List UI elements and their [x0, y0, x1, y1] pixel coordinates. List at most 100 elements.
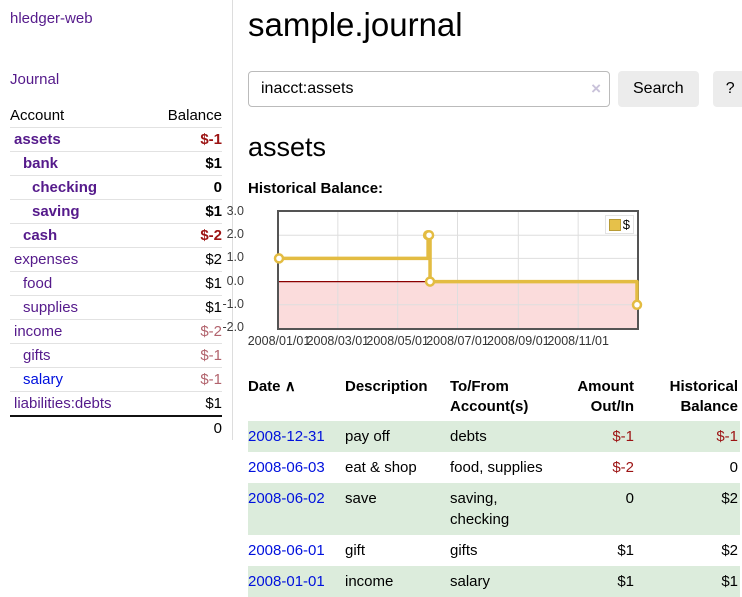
account-row: expenses $2 — [10, 247, 222, 272]
header-date[interactable]: Date ∧ — [248, 378, 296, 395]
accounts-total-value: 0 — [213, 420, 222, 437]
transaction-amount: $-1 — [612, 428, 634, 445]
account-balance: $-1 — [200, 131, 222, 148]
account-row: food $1 — [10, 271, 222, 296]
account-link[interactable]: liabilities:debts — [14, 395, 112, 412]
account-balance: $1 — [205, 203, 222, 220]
search-form: × Search ? — [248, 71, 742, 107]
accounts-header-account: Account — [10, 107, 65, 124]
account-balance: 0 — [213, 179, 222, 196]
page-title: sample.journal — [248, 6, 463, 43]
clear-search-icon[interactable]: × — [591, 79, 601, 98]
account-row: income $-2 — [10, 319, 222, 344]
transaction-balance: $-1 — [716, 428, 738, 445]
transaction-amount: $-2 — [612, 459, 634, 476]
transaction-row: 2008-06-02 save saving, checking 0 $2 — [248, 483, 740, 535]
transaction-description: save — [345, 490, 377, 507]
transaction-amount: $1 — [617, 542, 634, 559]
account-link[interactable]: supplies — [23, 299, 79, 316]
account-row: supplies $1 — [10, 295, 222, 320]
sidebar-nav: Journal — [10, 71, 222, 88]
x-axis-tick-label: 2008/09/01 — [487, 334, 550, 348]
accounts-table: Account Balance assets $-1 bank $1 checking 0… — [10, 104, 222, 440]
transaction-row: 2008-12-31 pay off debts $-1 $-1 — [248, 421, 740, 452]
y-axis-tick-label: 2.0 — [226, 227, 244, 242]
transaction-date-link[interactable]: 2008-06-02 — [248, 490, 325, 507]
transaction-balance: 0 — [729, 459, 738, 476]
account-row: bank $1 — [10, 151, 222, 176]
register-account-title: assets — [248, 132, 327, 162]
account-balance: $-2 — [200, 323, 222, 340]
transaction-accounts: saving, checking — [450, 490, 510, 528]
accounts-header-row: Account Balance — [10, 104, 222, 128]
account-row: assets $-1 — [10, 127, 222, 152]
transaction-balance: $2 — [721, 542, 738, 559]
search-help-button[interactable]: ? — [712, 71, 742, 107]
transaction-date-link[interactable]: 2008-12-31 — [248, 428, 325, 445]
header-accounts: To/From Account(s) — [450, 378, 529, 415]
brand-link[interactable]: hledger-web — [10, 10, 93, 27]
nav-journal-link[interactable]: Journal — [10, 71, 60, 88]
main-content: sample.journal × Search ? assets Histori… — [222, 0, 742, 597]
transaction-row: 2008-06-03 eat & shop food, supplies $-2 0 — [248, 452, 740, 483]
transaction-balance: $2 — [721, 490, 738, 507]
y-axis-tick-label: 3.0 — [226, 204, 244, 218]
chart-legend: $ — [604, 215, 634, 234]
sort-ascending-icon: ∧ — [284, 378, 296, 395]
account-link[interactable]: saving — [32, 203, 80, 220]
register-table: Date ∧ Description To/From Account(s) Am… — [248, 373, 740, 597]
account-link[interactable]: assets — [14, 131, 61, 148]
account-balance: $1 — [205, 275, 222, 292]
transaction-date-link[interactable]: 2008-06-03 — [248, 459, 325, 476]
transaction-accounts: gifts — [450, 542, 478, 559]
transaction-accounts: debts — [450, 428, 487, 445]
sidebar: hledger-web Journal Account Balance asse… — [0, 0, 233, 440]
account-link[interactable]: cash — [23, 227, 58, 244]
register-header-row: Date ∧ Description To/From Account(s) Am… — [248, 373, 740, 421]
account-balance: $-2 — [200, 227, 222, 244]
y-axis-tick-label: 0.0 — [226, 273, 244, 288]
legend-label: $ — [622, 217, 630, 232]
account-link[interactable]: salary — [23, 371, 64, 388]
account-link[interactable]: bank — [23, 155, 59, 172]
header-balance: Historical Balance — [669, 378, 738, 415]
transaction-row: 2008-06-01 gift gifts $1 $2 — [248, 535, 740, 566]
accounts-header-balance: Balance — [167, 107, 222, 124]
account-balance: $1 — [205, 299, 222, 316]
account-link[interactable]: gifts — [23, 347, 51, 364]
x-axis-tick-label: 2008/01/01 — [247, 334, 311, 348]
transaction-description: gift — [345, 542, 366, 559]
transaction-amount: 0 — [625, 490, 634, 507]
account-link[interactable]: income — [14, 323, 63, 340]
account-row: cash $-2 — [10, 223, 222, 248]
app-brand: hledger-web — [10, 10, 222, 27]
account-balance: $2 — [205, 251, 222, 268]
account-link[interactable]: expenses — [14, 251, 79, 268]
transaction-description: eat & shop — [345, 459, 417, 476]
transaction-accounts: food, supplies — [450, 459, 543, 476]
legend-swatch-icon — [608, 218, 621, 231]
chart-title: Historical Balance: — [248, 180, 384, 197]
x-axis-tick-label: 2008/05/01 — [366, 334, 429, 348]
account-row: saving $1 — [10, 199, 222, 224]
x-axis-tick-label: 2008/11/01 — [547, 334, 609, 348]
account-balance: $1 — [205, 155, 222, 172]
y-axis-tick-label: -2.0 — [222, 320, 244, 334]
search-button[interactable]: Search — [618, 71, 699, 107]
search-input[interactable] — [248, 71, 610, 107]
account-row: salary $-1 — [10, 367, 222, 392]
account-link[interactable]: food — [23, 275, 53, 292]
transaction-date-link[interactable]: 2008-06-01 — [248, 542, 325, 559]
y-axis-tick-label: 1.0 — [226, 250, 244, 265]
x-axis-tick-label: 2008/07/01 — [426, 334, 489, 348]
account-row: liabilities:debts $1 — [10, 391, 222, 417]
account-balance: $-1 — [200, 371, 222, 388]
account-link[interactable]: checking — [32, 179, 98, 196]
accounts-total-row: 0 — [10, 416, 222, 440]
transaction-description: pay off — [345, 428, 390, 445]
account-row: checking 0 — [10, 175, 222, 200]
header-description: Description — [345, 378, 428, 395]
account-balance: $-1 — [200, 347, 222, 364]
account-balance: $1 — [205, 395, 222, 412]
